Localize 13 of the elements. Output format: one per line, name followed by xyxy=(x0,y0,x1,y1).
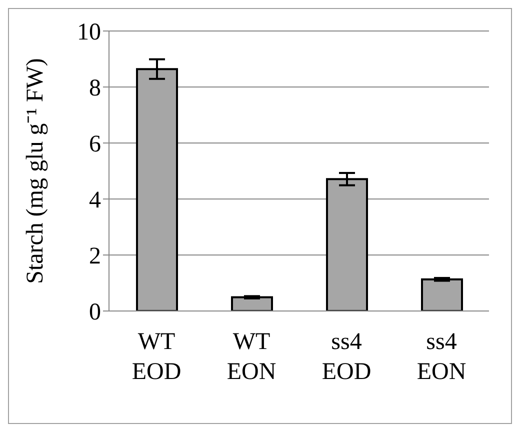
y-tick-label: 10 xyxy=(77,20,101,46)
y-tick-label: 8 xyxy=(89,76,101,102)
x-tick-label: ss4 EON xyxy=(416,329,466,385)
bar xyxy=(421,278,463,311)
x-tick-label: WT EOD xyxy=(132,329,182,385)
x-tick-label: WT EON xyxy=(226,329,276,385)
y-tick-label: 0 xyxy=(89,300,101,326)
y-tick-label: 2 xyxy=(89,244,101,270)
y-tick-label: 4 xyxy=(89,188,101,214)
y-tick-label: 6 xyxy=(89,132,101,158)
x-tick-label: ss4 EOD xyxy=(322,329,372,385)
y-axis-title: Starch (mg glu g⁻¹ FW) xyxy=(22,58,49,284)
bar xyxy=(231,296,273,311)
